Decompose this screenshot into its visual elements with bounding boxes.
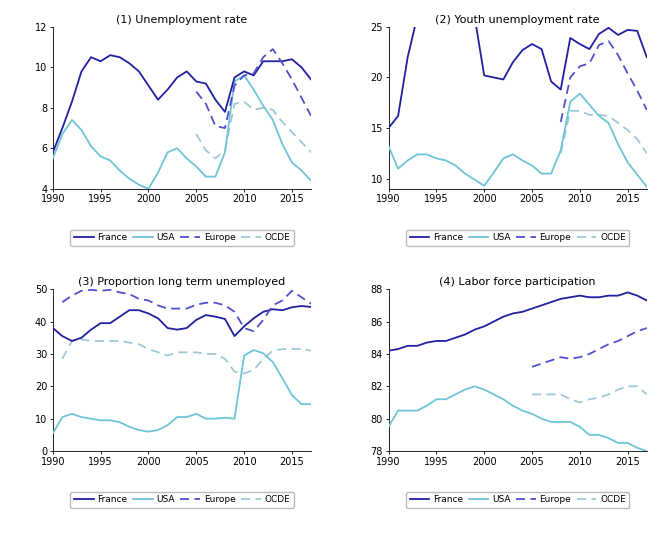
Legend: France, USA, Europe, OCDE: France, USA, Europe, OCDE: [406, 229, 630, 246]
Title: (4) Labor force participation: (4) Labor force participation: [440, 277, 596, 287]
Title: (3) Proportion long term unemployed: (3) Proportion long term unemployed: [79, 277, 286, 287]
Legend: France, USA, Europe, OCDE: France, USA, Europe, OCDE: [70, 492, 294, 508]
Title: (2) Youth unemployment rate: (2) Youth unemployment rate: [436, 14, 600, 25]
Legend: France, USA, Europe, OCDE: France, USA, Europe, OCDE: [70, 229, 294, 246]
Legend: France, USA, Europe, OCDE: France, USA, Europe, OCDE: [406, 492, 630, 508]
Title: (1) Unemployment rate: (1) Unemployment rate: [116, 14, 248, 25]
